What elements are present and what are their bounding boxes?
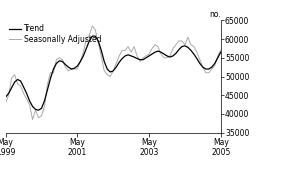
Legend: Trend, Seasonally Adjusted: Trend, Seasonally Adjusted xyxy=(9,24,102,44)
Text: no.: no. xyxy=(209,10,221,19)
